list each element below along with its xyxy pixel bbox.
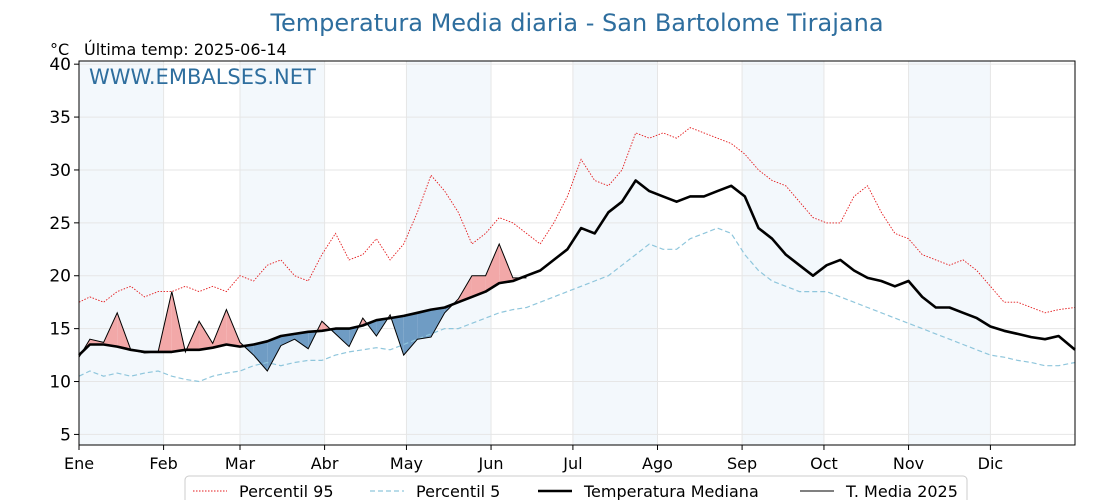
month-band-ene bbox=[79, 61, 164, 445]
x-tick-label-sep: Sep bbox=[727, 454, 757, 473]
month-band-nov bbox=[908, 61, 991, 445]
x-tick-label-ene: Ene bbox=[64, 454, 94, 473]
y-tick-label: 25 bbox=[49, 214, 71, 234]
x-tick-label-jul: Jul bbox=[562, 454, 582, 473]
plot-frame bbox=[78, 60, 1076, 446]
fill-below-median bbox=[267, 336, 281, 371]
legend-label-current: T. Media 2025 bbox=[845, 482, 958, 500]
x-tick-label-mar: Mar bbox=[225, 454, 256, 473]
legend: Percentil 95 Percentil 5 Temperatura Med… bbox=[184, 475, 968, 500]
y-tick-label: 35 bbox=[49, 108, 71, 128]
x-tick-label-abr: Abr bbox=[311, 454, 339, 473]
x-tick-label-dic: Dic bbox=[978, 454, 1004, 473]
month-band-jul bbox=[572, 61, 658, 445]
y-axis-unit: °C bbox=[50, 40, 69, 59]
fill-below-median bbox=[335, 328, 350, 347]
month-shading bbox=[79, 61, 991, 445]
series-line-p5 bbox=[78, 227, 1076, 383]
fill-below-median bbox=[294, 331, 309, 349]
y-tick-label: 5 bbox=[60, 425, 71, 445]
y-tick-label: 10 bbox=[49, 373, 71, 393]
series-line-p95 bbox=[78, 127, 1076, 314]
fill-above-median bbox=[199, 321, 213, 350]
fill-above-median bbox=[89, 339, 104, 345]
legend-label-median: Temperatura Mediana bbox=[583, 482, 759, 500]
chart-title: Temperatura Media diaria - San Bartolome… bbox=[269, 9, 883, 37]
y-tick-label: 20 bbox=[49, 267, 71, 287]
y-tick-label: 15 bbox=[49, 320, 71, 340]
x-tick-label-feb: Feb bbox=[149, 454, 177, 473]
month-band-may bbox=[406, 61, 492, 445]
fill-above-median bbox=[485, 244, 500, 292]
y-axis: 5 10 15 20 25 30 35 40 bbox=[49, 55, 79, 445]
fill-below-median bbox=[431, 307, 445, 338]
legend-label-p95: Percentil 95 bbox=[239, 482, 334, 500]
fill-below-median bbox=[403, 312, 418, 356]
x-tick-label-may: May bbox=[390, 454, 423, 473]
x-tick-label-ago: Ago bbox=[642, 454, 673, 473]
legend-frame bbox=[184, 475, 968, 500]
x-tick-label-jun: Jun bbox=[478, 454, 504, 473]
x-axis: Ene Feb Mar Abr May Jun Jul Ago Sep Oct Nov Dic bbox=[64, 445, 1003, 473]
y-tick-label: 40 bbox=[49, 55, 71, 75]
y-tick-label: 30 bbox=[49, 161, 71, 181]
series-lines bbox=[78, 127, 1076, 383]
month-band-mar bbox=[239, 61, 325, 445]
x-tick-label-oct: Oct bbox=[810, 454, 838, 473]
legend-label-p5: Percentil 5 bbox=[416, 482, 500, 500]
watermark: WWW.EMBALSES.NET bbox=[89, 65, 316, 89]
fill-below-median bbox=[417, 309, 432, 340]
x-tick-label-nov: Nov bbox=[893, 454, 924, 473]
series-line-median bbox=[78, 179, 1076, 357]
fill-below-median bbox=[280, 333, 295, 346]
series-line-current-year bbox=[78, 242, 527, 372]
last-update: Última temp: 2025-06-14 bbox=[84, 40, 287, 59]
